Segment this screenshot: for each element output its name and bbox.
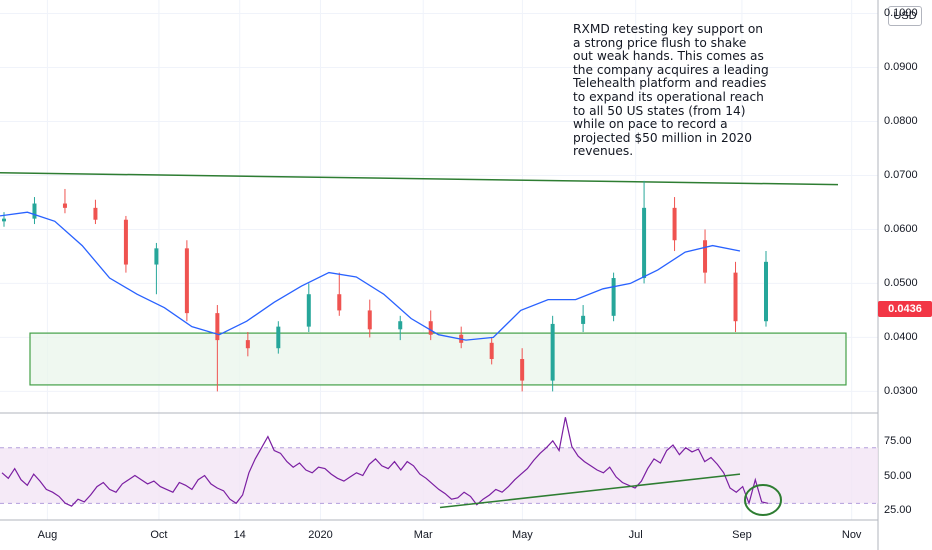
- rsi-line: [1, 417, 769, 507]
- candle-body: [611, 278, 616, 316]
- resistance-trendline: [0, 172, 839, 186]
- time-tick-label: Sep: [732, 529, 752, 541]
- candle-body: [276, 326, 281, 349]
- candle-body: [520, 359, 525, 381]
- time-tick-label: May: [512, 529, 533, 541]
- candle-body: [672, 207, 677, 241]
- candle-body: [62, 203, 67, 208]
- candle-body: [215, 313, 220, 341]
- candle-body: [428, 321, 433, 335]
- candle-body: [123, 219, 128, 265]
- rsi-tick-label: 75.00: [884, 434, 912, 447]
- candle-body: [2, 218, 6, 222]
- time-tick-label: Nov: [841, 529, 862, 541]
- candle-body: [733, 272, 738, 322]
- candle-body: [32, 203, 37, 219]
- candlestick-series: [2, 180, 768, 392]
- time-tick-label: Jul: [628, 529, 643, 541]
- candle-body: [245, 340, 250, 349]
- price-tick-label: 0.0800: [884, 115, 918, 128]
- currency-badge[interactable]: USD: [888, 6, 922, 26]
- chart-annotation: RXMD retesting key support on a strong p…: [573, 22, 769, 159]
- support-zone-box: [29, 332, 847, 386]
- time-tick-label: Oct: [150, 529, 168, 541]
- candle-body: [703, 240, 708, 273]
- price-tick-label: 0.0900: [884, 61, 918, 74]
- candle-body: [550, 323, 555, 381]
- price-tick-label: 0.0500: [884, 277, 918, 290]
- candle-body: [764, 261, 768, 322]
- candle-body: [642, 207, 647, 279]
- candle-body: [398, 321, 403, 330]
- rsi-trendline: [439, 473, 741, 509]
- candle-body: [337, 294, 342, 311]
- candle-body: [489, 342, 494, 360]
- time-tick-label: Aug: [37, 529, 58, 541]
- candle-body: [581, 315, 586, 324]
- rsi-tick-label: 25.00: [884, 504, 912, 517]
- time-tick-label: Mar: [413, 529, 433, 541]
- moving-average-line: [0, 211, 741, 341]
- price-tick-label: 0.0600: [884, 223, 918, 236]
- candle-body: [306, 294, 311, 327]
- candle-body: [184, 248, 189, 314]
- price-tick-label: 0.0400: [884, 331, 918, 344]
- last-price-badge: 0.0436: [878, 301, 932, 317]
- candle-body: [367, 310, 372, 330]
- price-tick-label: 0.1000: [884, 7, 918, 20]
- price-tick-label: 0.0700: [884, 169, 918, 182]
- rsi-highlight-circle: [744, 484, 782, 516]
- candle-body: [93, 207, 98, 220]
- price-tick-label: 0.0300: [884, 385, 918, 398]
- rsi-tick-label: 50.00: [884, 469, 912, 482]
- time-tick-label: 2020: [308, 529, 333, 541]
- time-tick-label: 14: [233, 529, 246, 541]
- candle-body: [154, 248, 159, 265]
